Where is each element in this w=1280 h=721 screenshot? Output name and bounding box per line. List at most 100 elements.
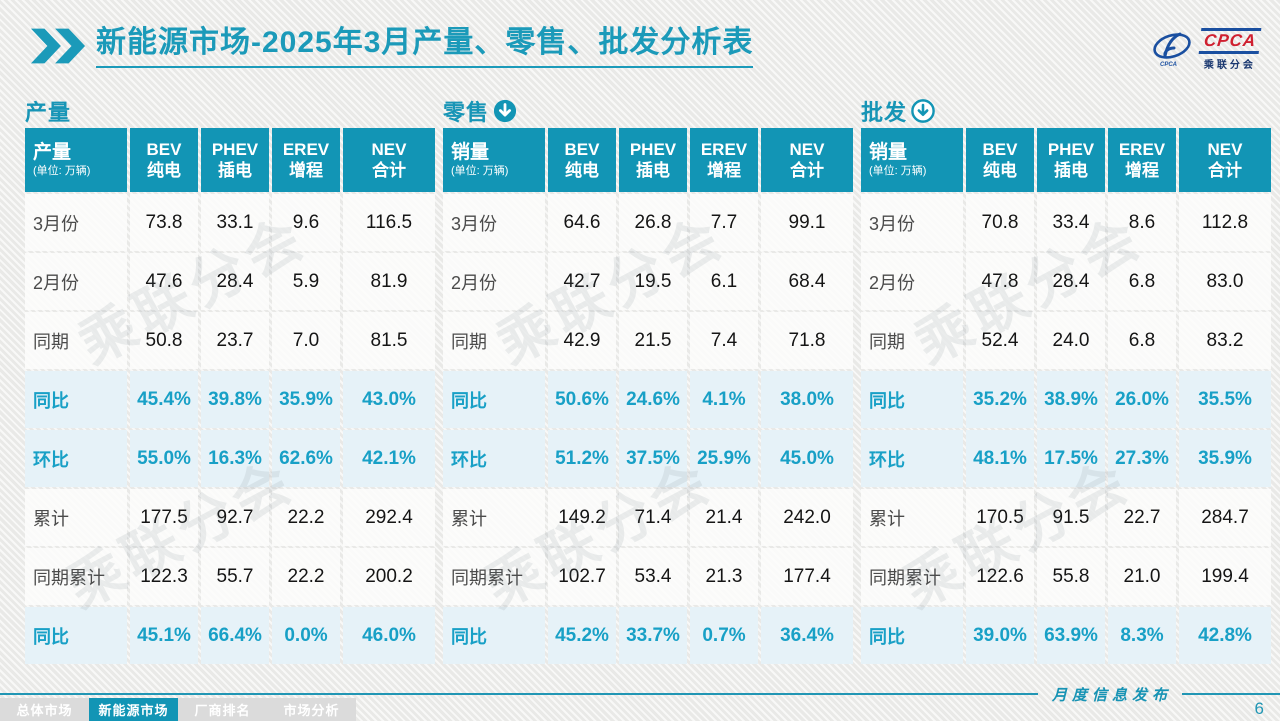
data-cell: 26.8 xyxy=(619,194,687,251)
data-cell: 21.5 xyxy=(619,312,687,369)
data-cell: 81.9 xyxy=(343,253,435,310)
data-cell: 81.5 xyxy=(343,312,435,369)
row-label: 同期 xyxy=(25,312,127,369)
data-cell: 21.4 xyxy=(690,489,758,546)
data-cell: 51.2% xyxy=(548,430,616,487)
wholesale-section-head: 批发 xyxy=(861,94,1271,128)
wholesale-table: 销量 (单位: 万辆) BEV 纯电 PHEV 插电 EREV 增程 NEV 合计 3月份 70.8 3… xyxy=(861,128,1271,664)
data-cell: 33.1 xyxy=(201,194,269,251)
data-cell: 55.0% xyxy=(130,430,198,487)
column-header-line: 合计 xyxy=(790,161,824,180)
data-cell: 200.2 xyxy=(343,548,435,605)
column-header-line: EREV xyxy=(282,139,330,159)
down-arrow-icon xyxy=(911,99,935,123)
data-cell: 39.8% xyxy=(201,371,269,428)
row-label: 累计 xyxy=(443,489,545,546)
data-cell: 26.0% xyxy=(1108,371,1176,428)
tab-nev-market[interactable]: 新能源市场 xyxy=(89,698,178,721)
data-cell: 292.4 xyxy=(343,489,435,546)
data-cell: 45.4% xyxy=(130,371,198,428)
double-chevron-icon xyxy=(30,28,86,64)
column-header: BEV 纯电 xyxy=(966,128,1034,192)
column-header-line: 合计 xyxy=(372,161,406,180)
data-cell: 38.9% xyxy=(1037,371,1105,428)
data-cell: 73.8 xyxy=(130,194,198,251)
data-cell: 25.9% xyxy=(690,430,758,487)
column-header: BEV 纯电 xyxy=(130,128,198,192)
row-label: 2月份 xyxy=(443,253,545,310)
column-header-line: EREV xyxy=(700,139,748,159)
data-cell: 21.3 xyxy=(690,548,758,605)
data-cell: 16.3% xyxy=(201,430,269,487)
data-cell: 33.4 xyxy=(1037,194,1105,251)
production-table: 产量 (单位: 万辆) BEV 纯电 PHEV 插电 EREV 增程 NEV 合计 3月份 73.8 3… xyxy=(25,128,435,664)
row-label: 同比 xyxy=(25,371,127,428)
row-label: 2月份 xyxy=(25,253,127,310)
column-header-line: 纯电 xyxy=(565,161,599,180)
production-section-label: 产量 xyxy=(25,100,72,125)
data-cell: 43.0% xyxy=(343,371,435,428)
data-cell: 45.2% xyxy=(548,607,616,664)
table-title-label: 销量 xyxy=(451,142,490,164)
column-header-line: BEV xyxy=(564,139,600,159)
column-header-line: BEV xyxy=(982,139,1018,159)
row-label: 同期累计 xyxy=(861,548,963,605)
data-cell: 28.4 xyxy=(1037,253,1105,310)
column-header: EREV 增程 xyxy=(1108,128,1176,192)
svg-text:CPCA: CPCA xyxy=(1160,62,1177,68)
data-cell: 42.7 xyxy=(548,253,616,310)
table-unit-label: (单位: 万辆) xyxy=(33,165,91,177)
data-cell: 39.0% xyxy=(966,607,1034,664)
data-cell: 42.9 xyxy=(548,312,616,369)
column-header-line: EREV xyxy=(1118,139,1166,159)
row-label: 环比 xyxy=(861,430,963,487)
column-header-line: 插电 xyxy=(218,161,252,180)
data-cell: 112.8 xyxy=(1179,194,1271,251)
data-cell: 8.3% xyxy=(1108,607,1176,664)
column-header-line: NEV xyxy=(371,139,407,159)
data-cell: 8.6 xyxy=(1108,194,1176,251)
row-label: 累计 xyxy=(861,489,963,546)
down-arrow-icon xyxy=(493,99,517,123)
data-cell: 22.7 xyxy=(1108,489,1176,546)
data-cell: 38.0% xyxy=(761,371,853,428)
tables-row: 产量 产量 (单位: 万辆) BEV 纯电 PHEV 插电 EREV 增程 NEV 合计 3月份 73.… xyxy=(25,94,1271,664)
data-cell: 35.5% xyxy=(1179,371,1271,428)
data-cell: 45.0% xyxy=(761,430,853,487)
data-cell: 149.2 xyxy=(548,489,616,546)
column-header: EREV 增程 xyxy=(272,128,340,192)
data-cell: 52.4 xyxy=(966,312,1034,369)
data-cell: 122.3 xyxy=(130,548,198,605)
row-label: 同期累计 xyxy=(443,548,545,605)
data-cell: 177.5 xyxy=(130,489,198,546)
data-cell: 242.0 xyxy=(761,489,853,546)
column-header: NEV 合计 xyxy=(343,128,435,192)
data-cell: 199.4 xyxy=(1179,548,1271,605)
data-cell: 9.6 xyxy=(272,194,340,251)
data-cell: 53.4 xyxy=(619,548,687,605)
data-cell: 28.4 xyxy=(201,253,269,310)
table-title-cell: 销量 (单位: 万辆) xyxy=(443,128,545,192)
footer-rule-left xyxy=(0,693,1038,695)
row-label: 同期 xyxy=(861,312,963,369)
data-cell: 23.7 xyxy=(201,312,269,369)
row-label: 累计 xyxy=(25,489,127,546)
retail-section: 零售 销量 (单位: 万辆) BEV 纯电 PHEV 插电 EREV 增程 NEV 合计 3月份 64.… xyxy=(443,94,853,664)
tab-oem-ranking[interactable]: 厂商排名 xyxy=(194,703,251,718)
column-header: NEV 合计 xyxy=(761,128,853,192)
data-cell: 46.0% xyxy=(343,607,435,664)
row-label: 同期 xyxy=(443,312,545,369)
row-label: 环比 xyxy=(443,430,545,487)
row-label: 2月份 xyxy=(861,253,963,310)
column-header: NEV 合计 xyxy=(1179,128,1271,192)
data-cell: 21.0 xyxy=(1108,548,1176,605)
production-section: 产量 产量 (单位: 万辆) BEV 纯电 PHEV 插电 EREV 增程 NEV 合计 3月份 73.… xyxy=(25,94,435,664)
tab-market-analysis[interactable]: 市场分析 xyxy=(283,703,340,718)
column-header-line: NEV xyxy=(789,139,825,159)
tab-overall-market[interactable]: 总体市场 xyxy=(16,703,73,718)
production-section-head: 产量 xyxy=(25,94,435,128)
data-cell: 0.7% xyxy=(690,607,758,664)
data-cell: 22.2 xyxy=(272,489,340,546)
column-header-line: 插电 xyxy=(1054,161,1088,180)
data-cell: 99.1 xyxy=(761,194,853,251)
